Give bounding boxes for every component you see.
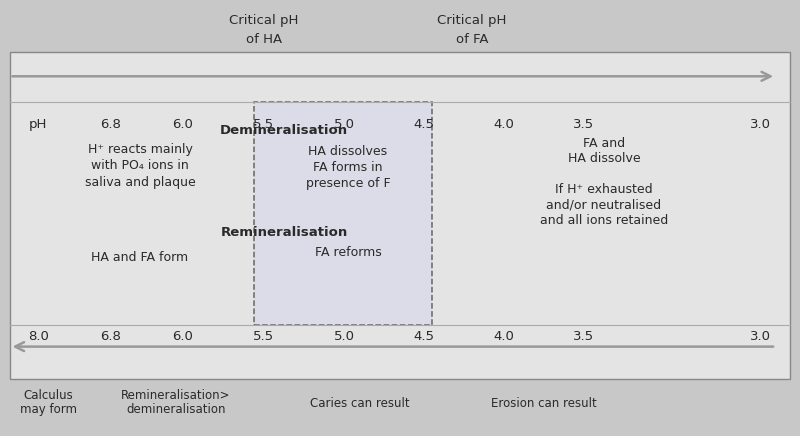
Text: FA and: FA and: [583, 136, 625, 150]
Text: 6.0: 6.0: [172, 330, 193, 343]
Text: presence of F: presence of F: [306, 177, 390, 190]
Text: Calculus: Calculus: [23, 389, 73, 402]
Text: 4.5: 4.5: [414, 330, 434, 343]
Text: 3.5: 3.5: [574, 118, 594, 131]
Text: Critical pH: Critical pH: [438, 14, 506, 27]
Text: HA dissolves: HA dissolves: [309, 145, 387, 158]
Text: Erosion can result: Erosion can result: [491, 397, 597, 410]
Text: 3.5: 3.5: [574, 330, 594, 343]
Text: H⁺ reacts mainly: H⁺ reacts mainly: [87, 143, 193, 156]
Text: of HA: of HA: [246, 33, 282, 46]
Text: of FA: of FA: [456, 33, 488, 46]
Text: and all ions retained: and all ions retained: [540, 214, 668, 227]
Text: 6.8: 6.8: [100, 118, 121, 131]
Text: Remineralisation: Remineralisation: [221, 226, 348, 239]
Bar: [10, 52, 790, 379]
Text: 6.8: 6.8: [100, 330, 121, 343]
Text: HA dissolve: HA dissolve: [568, 152, 640, 165]
Text: HA and FA form: HA and FA form: [91, 251, 189, 264]
Text: pH: pH: [30, 118, 47, 131]
Text: 3.0: 3.0: [750, 118, 770, 131]
Text: 4.0: 4.0: [494, 118, 514, 131]
Text: If H⁺ exhausted: If H⁺ exhausted: [555, 183, 653, 196]
Text: 4.0: 4.0: [494, 330, 514, 343]
Text: with PO₄ ions in: with PO₄ ions in: [91, 159, 189, 172]
Text: demineralisation: demineralisation: [126, 403, 226, 416]
Text: may form: may form: [19, 403, 77, 416]
Text: 4.5: 4.5: [414, 118, 434, 131]
Text: FA forms in: FA forms in: [314, 161, 382, 174]
Text: 3.0: 3.0: [750, 330, 770, 343]
Text: 6.0: 6.0: [172, 118, 193, 131]
Text: FA reforms: FA reforms: [314, 245, 382, 259]
Text: 5.5: 5.5: [254, 330, 274, 343]
Text: Remineralisation>: Remineralisation>: [122, 389, 230, 402]
Text: 5.5: 5.5: [254, 118, 274, 131]
Text: and/or neutralised: and/or neutralised: [546, 198, 662, 211]
Text: 8.0: 8.0: [28, 330, 49, 343]
Text: Critical pH: Critical pH: [230, 14, 298, 27]
Text: saliva and plaque: saliva and plaque: [85, 176, 195, 189]
Bar: [254, 102, 432, 325]
Text: Demineralisation: Demineralisation: [220, 124, 348, 137]
Text: 5.0: 5.0: [334, 330, 354, 343]
Text: Caries can result: Caries can result: [310, 397, 410, 410]
Text: 5.0: 5.0: [334, 118, 354, 131]
